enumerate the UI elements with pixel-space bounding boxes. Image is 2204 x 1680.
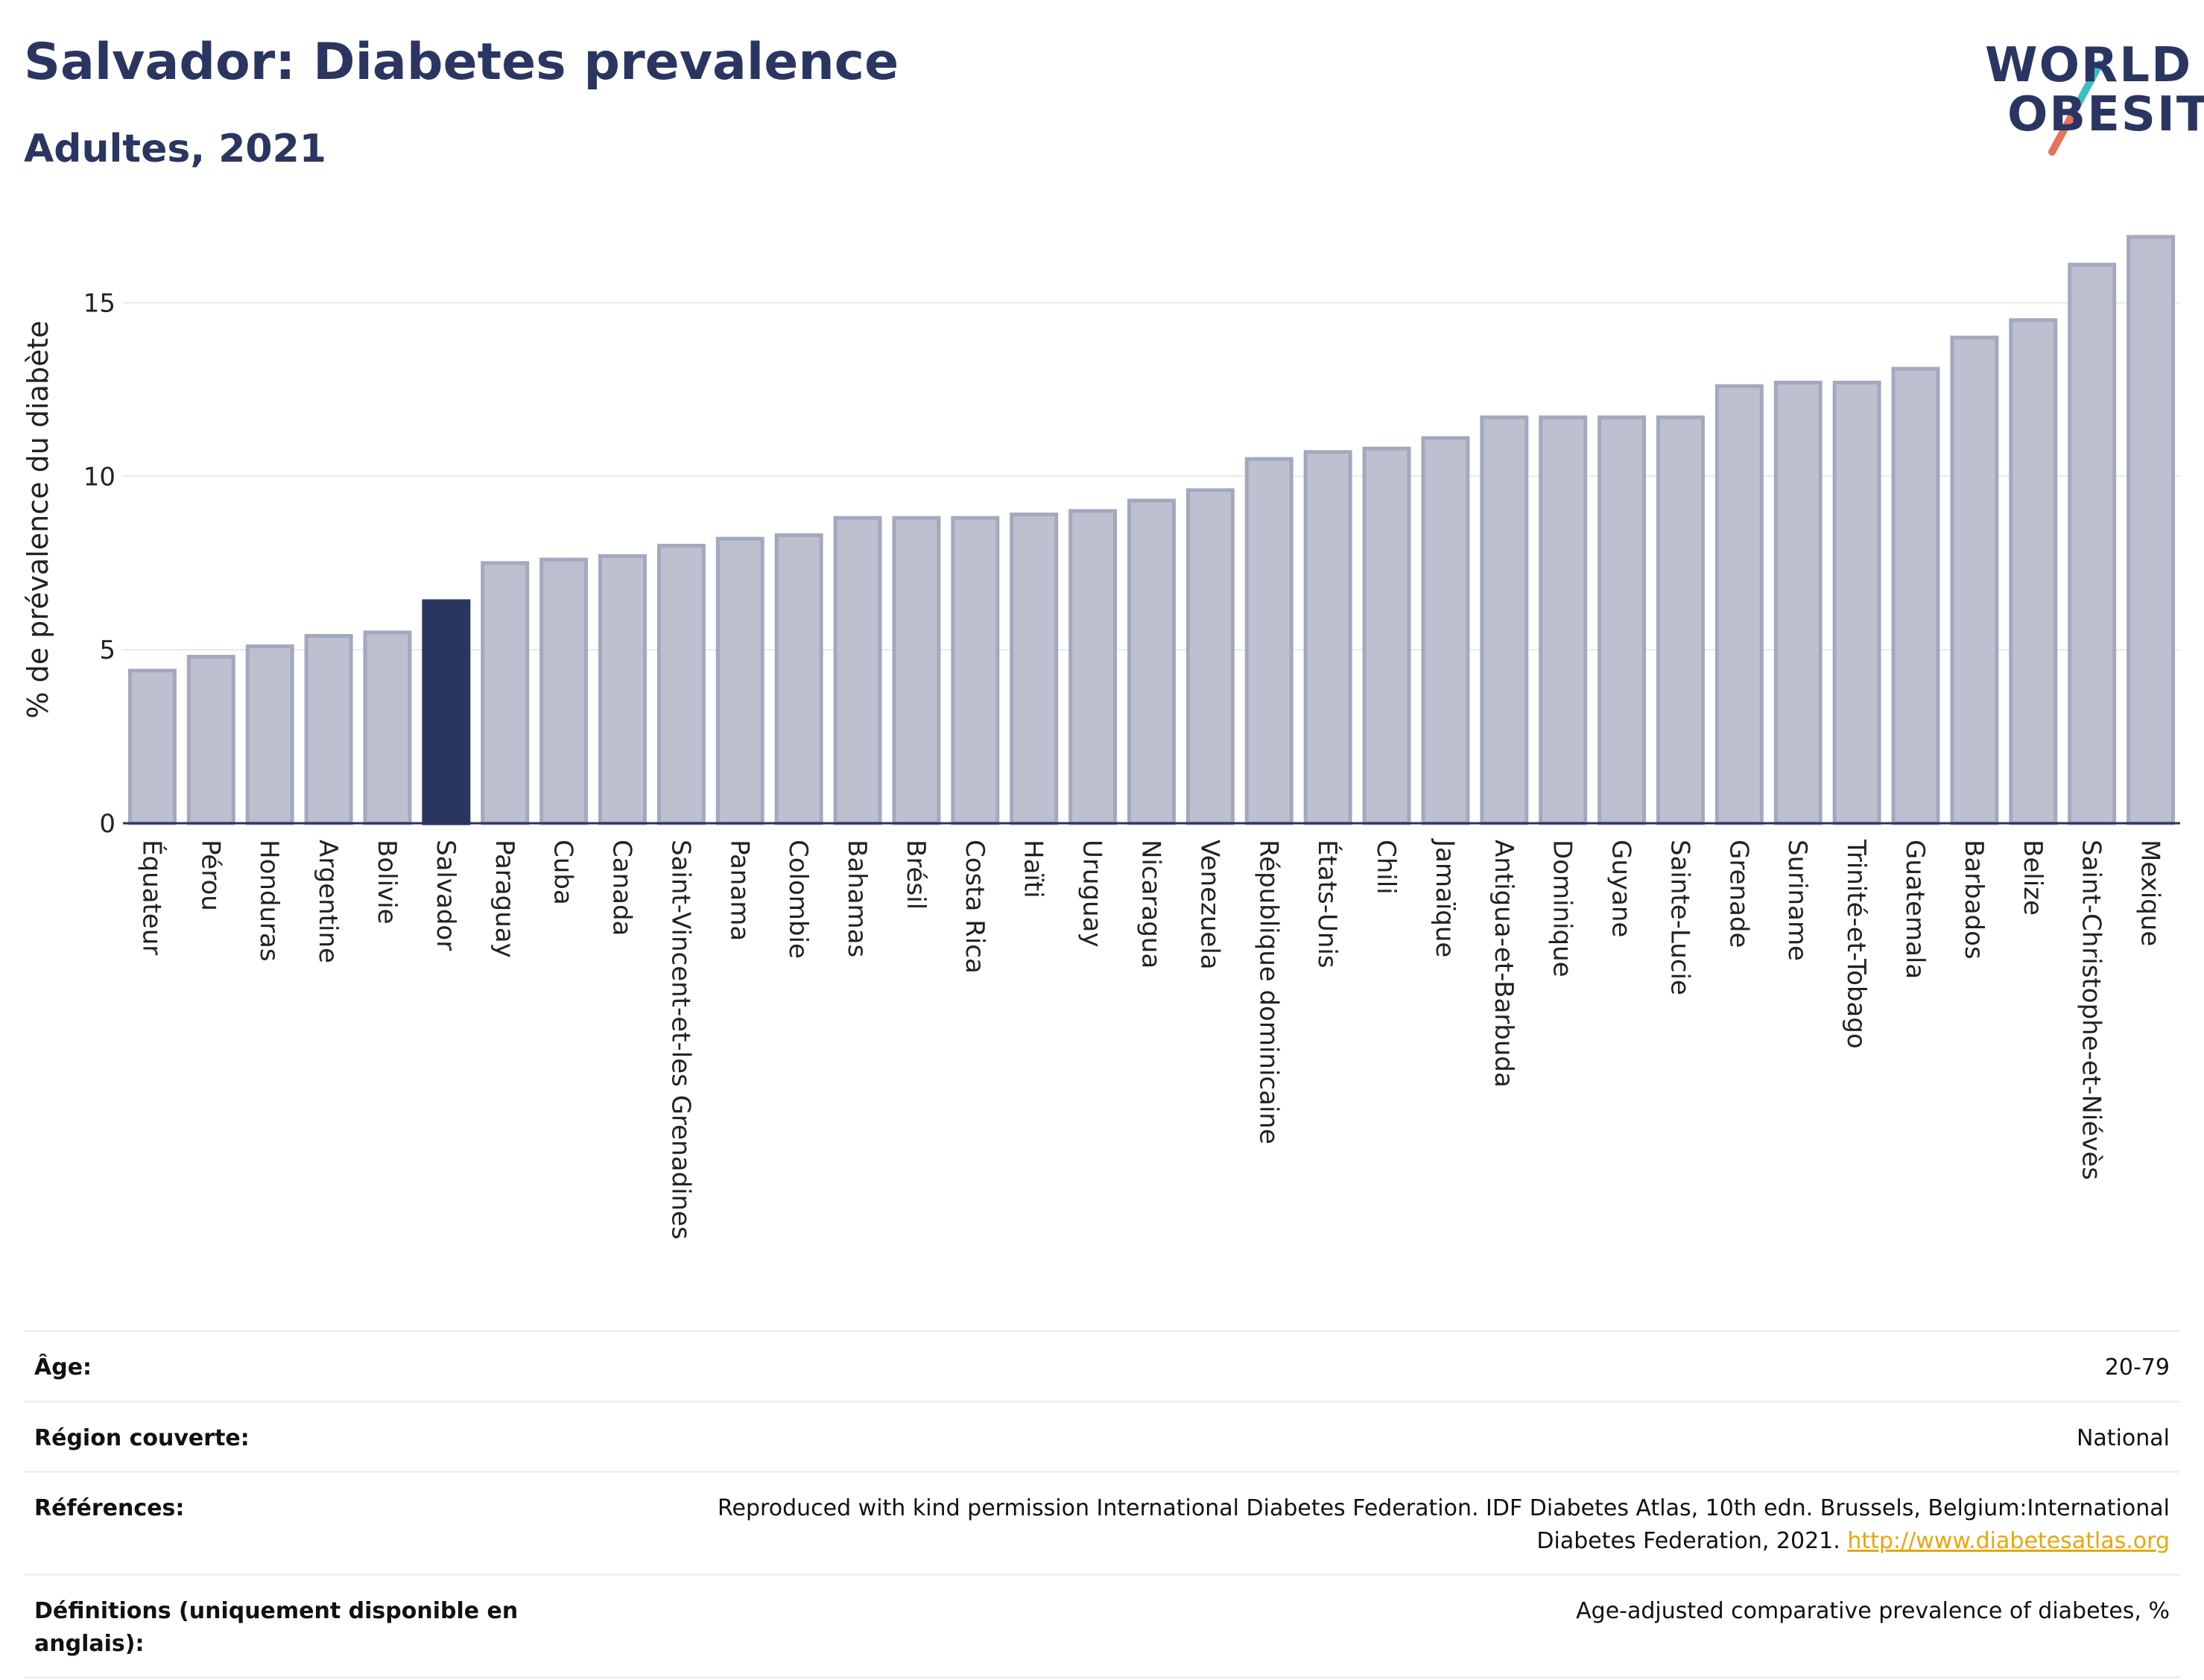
bar — [951, 516, 1000, 825]
bar — [833, 516, 882, 825]
x-tick-label: République dominicaine — [1253, 840, 1283, 1144]
info-row-region: Région couverte: National — [24, 1400, 2180, 1471]
x-tick-label: Colombie — [783, 840, 813, 959]
info-label: Définitions (uniquement disponible en an… — [34, 1598, 519, 1657]
x-tick-label: Équateur — [136, 840, 167, 955]
bar — [1010, 513, 1059, 825]
bar — [304, 634, 353, 825]
bar — [1480, 415, 1529, 825]
y-tick-label: 10 — [83, 462, 115, 492]
x-tick-label: Paraguay — [490, 840, 519, 958]
x-tick-label: Trinité-et-Tobago — [1841, 839, 1871, 1049]
bar — [1597, 415, 1647, 825]
bar — [774, 533, 823, 825]
info-value: Age-adjusted comparative prevalence of d… — [1576, 1598, 2170, 1624]
bar — [1539, 415, 1588, 825]
x-tick-label: Argentine — [313, 840, 343, 963]
bar — [363, 630, 412, 825]
x-tick-label: Nicaragua — [1136, 840, 1166, 969]
x-tick-label: États-Unis — [1312, 840, 1343, 969]
x-tick-label: Saint-Christophe-et-Niévès — [2077, 840, 2106, 1180]
logo-slash-icon — [2048, 60, 2103, 156]
bar — [1656, 415, 1705, 825]
logo-word-world: WORLD — [1985, 38, 2193, 93]
bar — [2068, 262, 2117, 825]
info-label: Références: — [34, 1495, 185, 1521]
references-text: Reproduced with kind permission Internat… — [718, 1495, 2170, 1554]
bar — [1950, 335, 1999, 825]
x-tick-label: Barbados — [1959, 840, 1989, 960]
info-label: Âge: — [34, 1354, 92, 1381]
y-tick-label: 15 — [83, 288, 115, 318]
bar — [186, 654, 235, 825]
x-tick-label: Venezuela — [1194, 840, 1224, 970]
bar — [892, 516, 941, 825]
info-value-references: Reproduced with kind permission Internat… — [642, 1492, 2170, 1557]
info-row-references: Références: Reproduced with kind permiss… — [24, 1471, 2180, 1573]
x-tick-label: Sainte-Lucie — [1665, 840, 1694, 995]
x-tick-label: Bolivie — [372, 840, 402, 925]
bar — [656, 543, 706, 825]
chart-title: Salvador: Diabetes prevalence — [24, 33, 899, 92]
x-tick-label: Canada — [607, 840, 637, 936]
y-tick-label: 5 — [99, 635, 115, 665]
x-tick-label: Belize — [2018, 840, 2048, 916]
x-tick-label: Saint-Vincent-et-les Grenadines — [665, 840, 695, 1240]
bar — [1832, 381, 1881, 825]
bar — [1303, 450, 1352, 825]
y-tick-label: 0 — [99, 809, 115, 839]
bar — [1421, 436, 1470, 825]
chart-subtitle: Adultes, 2021 — [24, 127, 326, 171]
bar — [245, 644, 294, 825]
x-tick-label: Salvador — [431, 840, 460, 951]
bar — [1185, 488, 1235, 825]
x-tick-label: Costa Rica — [960, 840, 989, 974]
x-tick-label: Uruguay — [1077, 840, 1107, 948]
bar — [1068, 509, 1118, 825]
bar — [2127, 235, 2176, 825]
x-tick-label: Mexique — [2135, 840, 2165, 946]
x-tick-label: Pérou — [195, 840, 225, 911]
bar — [1891, 367, 1940, 825]
x-tick-label: Cuba — [548, 840, 578, 905]
bar — [715, 536, 764, 825]
bar — [1127, 498, 1176, 825]
y-axis-label: % de prévalence du diabète — [22, 320, 54, 718]
x-tick-label: Honduras — [254, 840, 284, 962]
x-tick-label: Panama — [724, 840, 754, 941]
references-link[interactable]: http://www.diabetesatlas.org — [1847, 1527, 2170, 1554]
logo-word-obesity: OBESITY — [2007, 87, 2204, 142]
x-tick-label: Dominique — [1548, 840, 1577, 977]
bar — [1773, 381, 1823, 825]
info-value: 20-79 — [2104, 1354, 2170, 1381]
x-tick-label: Grenade — [1723, 840, 1753, 948]
world-obesity-logo: WORLD OBESITY — [1948, 42, 2204, 161]
x-tick-label: Guyane — [1606, 840, 1636, 937]
bar — [127, 668, 177, 825]
x-tick-label: Antigua-et-Barbuda — [1489, 840, 1519, 1088]
bar — [2009, 318, 2058, 825]
bar — [481, 561, 530, 825]
x-tick-label: Haïti — [1019, 840, 1048, 898]
bar — [598, 554, 647, 825]
x-tick-label: Brésil — [901, 840, 931, 910]
x-tick-label: Guatemala — [1900, 840, 1930, 979]
bar — [1362, 446, 1411, 825]
x-tick-label: Chili — [1371, 840, 1401, 895]
bar — [1714, 384, 1764, 825]
x-tick-label: Bahamas — [842, 840, 872, 957]
info-label: Région couverte: — [34, 1424, 250, 1451]
bar-highlighted — [422, 599, 471, 825]
info-table: Âge: 20-79 Région couverte: National Réf… — [24, 1330, 2180, 1679]
bar — [539, 557, 589, 825]
bar-chart: 0 5 10 15 % de prévalence du diabète Équateur… — [22, 235, 2180, 1240]
x-tick-label: Suriname — [1782, 840, 1812, 961]
info-row-age: Âge: 20-79 — [24, 1330, 2180, 1401]
x-tick-label: Jamaïque — [1430, 838, 1460, 957]
bar — [1244, 457, 1293, 825]
info-row-definitions: Définitions (uniquement disponible en an… — [24, 1573, 2180, 1679]
info-value: National — [2076, 1424, 2170, 1451]
